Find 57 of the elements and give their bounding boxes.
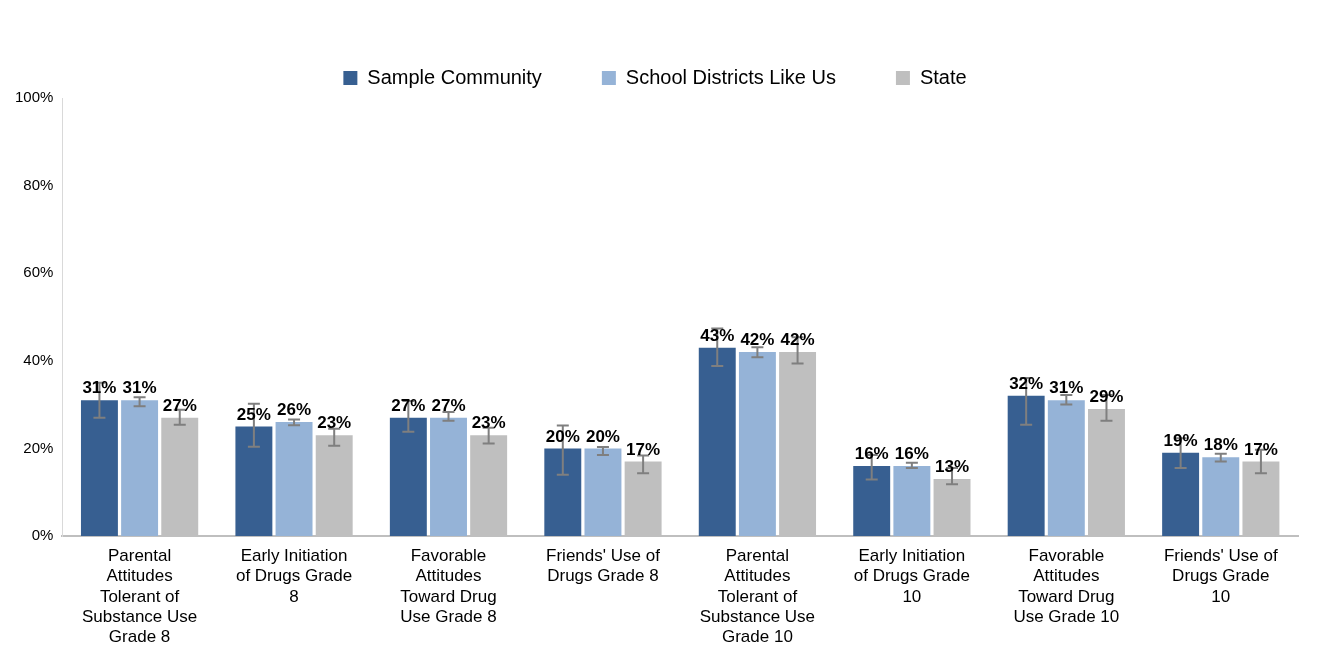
bar bbox=[389, 417, 427, 536]
x-tick-label: Friends' Use of Drugs Grade 8 bbox=[546, 545, 661, 586]
data-label: 25% bbox=[236, 404, 271, 424]
y-tick-label: 20% bbox=[23, 438, 54, 456]
bar bbox=[1047, 400, 1085, 536]
data-label: 27% bbox=[431, 395, 466, 415]
bar bbox=[584, 448, 622, 536]
bar bbox=[893, 465, 931, 536]
y-tick-label: 40% bbox=[23, 350, 54, 368]
data-label: 17% bbox=[1243, 439, 1278, 459]
data-label: 32% bbox=[1009, 374, 1044, 394]
data-label: 31% bbox=[122, 378, 157, 398]
data-label: 42% bbox=[780, 330, 815, 350]
data-label: 42% bbox=[740, 330, 775, 350]
data-label: 27% bbox=[391, 395, 426, 415]
bar bbox=[235, 426, 273, 536]
data-label: 23% bbox=[471, 413, 506, 433]
bar bbox=[1202, 457, 1240, 536]
data-label: 17% bbox=[626, 439, 661, 459]
bar bbox=[80, 400, 118, 536]
legend-label: Sample Community bbox=[367, 65, 542, 88]
bar bbox=[1007, 395, 1045, 536]
data-label: 26% bbox=[277, 400, 312, 420]
data-label: 18% bbox=[1203, 435, 1238, 455]
x-tick-label: Friends' Use of Drugs Grade 10 bbox=[1163, 545, 1278, 606]
data-label: 16% bbox=[894, 444, 929, 464]
y-tick-label: 60% bbox=[23, 263, 54, 281]
legend-label: School Districts Like Us bbox=[625, 65, 836, 88]
data-label: 16% bbox=[854, 444, 889, 464]
y-tick-label: 0% bbox=[31, 526, 54, 544]
x-tick-label: Favorable Attitudes Toward Drug Use Grade 8 bbox=[400, 545, 497, 627]
data-label: 43% bbox=[700, 325, 735, 345]
x-tick-label: Favorable Attitudes Toward Drug Use Grade 10 bbox=[1013, 545, 1120, 627]
bar bbox=[121, 400, 159, 536]
data-label: 20% bbox=[545, 426, 580, 446]
bar bbox=[544, 448, 582, 536]
x-tick-label: Parental Attitudes Tolerant of Substance Use Grade 10 bbox=[699, 545, 816, 647]
data-label: 31% bbox=[1049, 378, 1084, 398]
bar bbox=[853, 465, 891, 536]
bar bbox=[430, 417, 467, 536]
x-tick-label: Early Initiation of Drugs Grade 8 bbox=[235, 545, 353, 606]
data-label: 20% bbox=[585, 426, 620, 446]
y-tick-label: 80% bbox=[23, 175, 54, 193]
data-label: 19% bbox=[1163, 430, 1198, 450]
bar bbox=[738, 352, 776, 536]
data-label: 13% bbox=[935, 457, 970, 477]
bar bbox=[698, 347, 736, 536]
x-tick-label: Parental Attitudes Tolerant of Substance Use Grade 8 bbox=[81, 545, 198, 647]
legend-label: State bbox=[919, 65, 967, 88]
x-tick-label: Early Initiation of Drugs Grade 10 bbox=[853, 545, 970, 606]
data-label: 23% bbox=[317, 413, 352, 433]
data-label: 27% bbox=[162, 395, 197, 415]
bar bbox=[275, 422, 313, 536]
y-tick-label: 100% bbox=[14, 88, 54, 106]
data-label: 31% bbox=[82, 378, 117, 398]
data-label: 29% bbox=[1089, 387, 1124, 407]
bar bbox=[1162, 452, 1200, 536]
